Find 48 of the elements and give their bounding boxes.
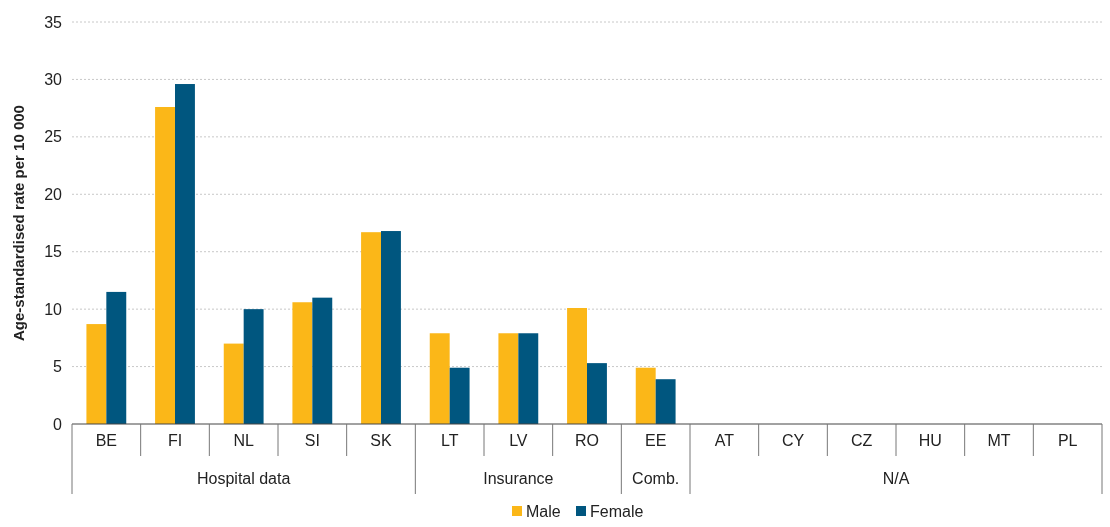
x-tick-label: BE bbox=[95, 432, 118, 449]
y-tick-label: 0 bbox=[53, 415, 63, 433]
bar bbox=[361, 232, 381, 424]
bar bbox=[312, 297, 333, 424]
y-tick-label: 5 bbox=[53, 358, 63, 376]
y-tick-label: 30 bbox=[44, 71, 63, 89]
x-tick-label: RO bbox=[575, 432, 599, 449]
bar bbox=[155, 106, 175, 424]
bar bbox=[106, 291, 127, 424]
bar bbox=[449, 367, 470, 424]
x-tick-label: CY bbox=[781, 432, 805, 449]
bar bbox=[518, 333, 539, 424]
x-tick-label: SI bbox=[304, 432, 320, 449]
x-tick-label: MT bbox=[987, 432, 1011, 449]
x-tick-label: NL bbox=[233, 432, 254, 449]
bar bbox=[567, 307, 587, 424]
y-tick-label: 25 bbox=[44, 128, 63, 146]
x-tick-label: SK bbox=[370, 432, 392, 449]
x-tick-label: CZ bbox=[851, 432, 873, 449]
x-tick-label: PL bbox=[1057, 432, 1078, 449]
bar bbox=[655, 379, 676, 424]
bar bbox=[587, 363, 607, 424]
bar bbox=[635, 367, 656, 424]
bar bbox=[429, 333, 450, 424]
bar bbox=[498, 333, 519, 424]
y-tick-label: 35 bbox=[44, 13, 63, 31]
y-tick-label: 15 bbox=[44, 243, 63, 261]
bar bbox=[223, 343, 244, 424]
text: N/A bbox=[882, 470, 910, 487]
y-tick-label: 20 bbox=[44, 185, 63, 203]
y-tick-label: 10 bbox=[44, 300, 63, 318]
text: Comb. bbox=[632, 470, 680, 487]
text: Hospital data bbox=[196, 470, 291, 487]
x-tick-label: HU bbox=[918, 432, 942, 449]
bar bbox=[175, 84, 195, 424]
legend-label: Female bbox=[590, 503, 644, 520]
y-axis-title: Age-standardised rate per 10 000 bbox=[10, 105, 27, 341]
x-tick-label: LV bbox=[509, 432, 528, 449]
bar bbox=[381, 231, 401, 424]
x-tick-label: EE bbox=[644, 432, 667, 449]
x-tick-label: AT bbox=[714, 432, 735, 449]
bar bbox=[243, 309, 264, 424]
x-tick-label: LT bbox=[440, 432, 459, 449]
x-tick-label: FI bbox=[167, 432, 183, 449]
legend-label: Male bbox=[526, 503, 561, 520]
bar bbox=[292, 302, 313, 424]
text: Insurance bbox=[483, 470, 554, 487]
bar bbox=[86, 324, 107, 424]
